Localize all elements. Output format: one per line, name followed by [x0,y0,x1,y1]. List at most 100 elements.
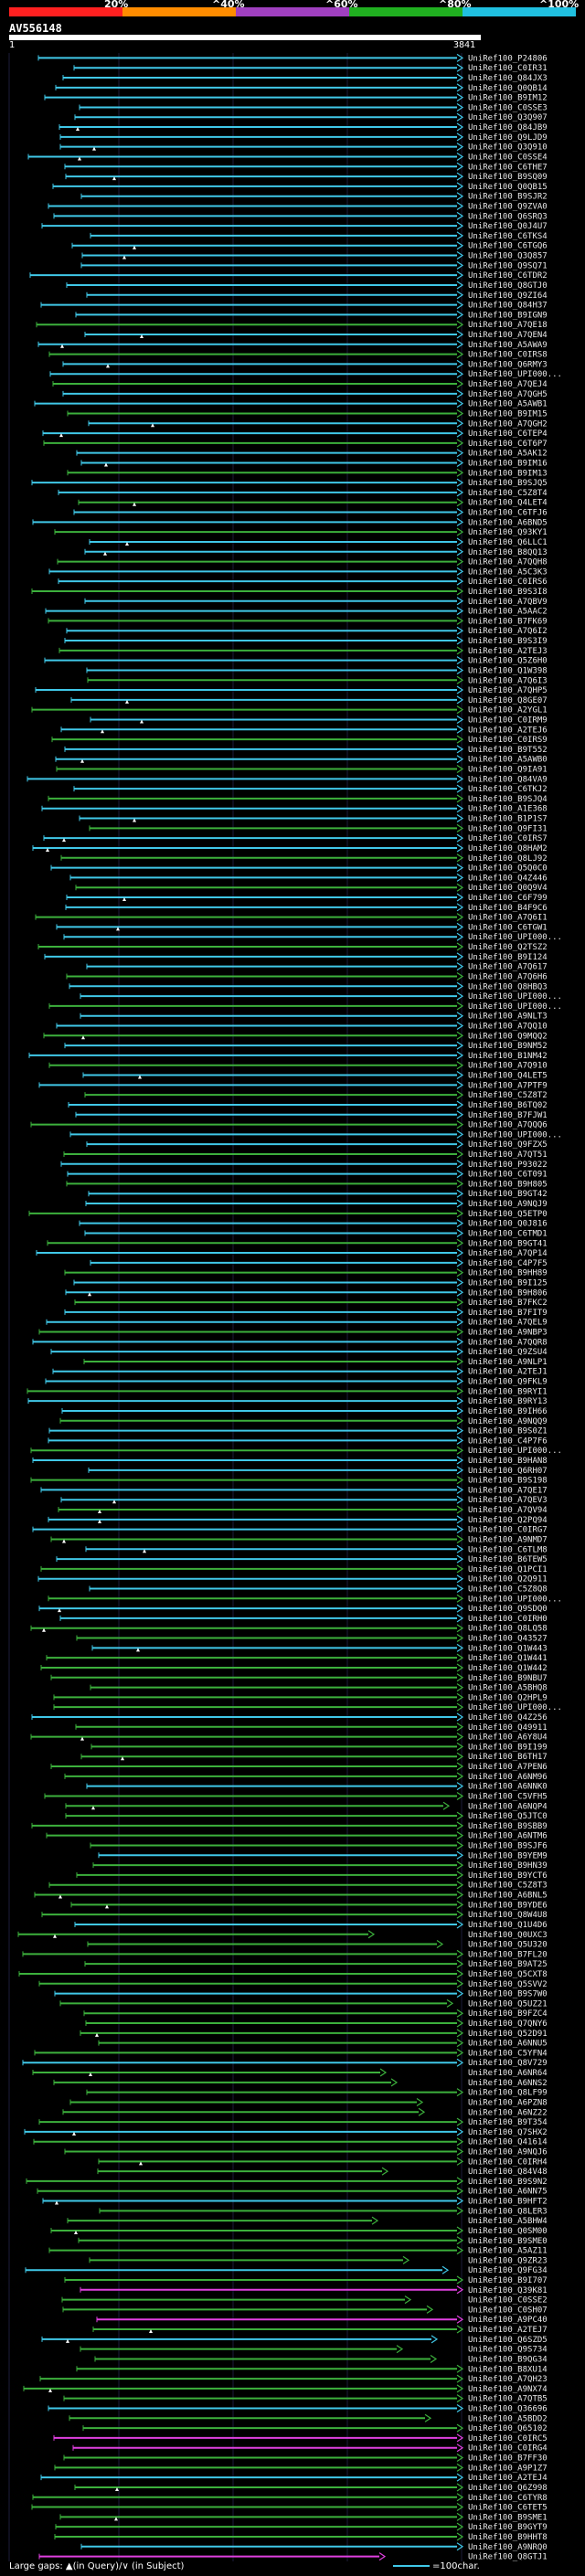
hit-label[interactable]: UniRef100_B9T354 [468,2118,548,2127]
hit-label[interactable]: UniRef100_Q3Q907 [468,113,548,122]
hit-label[interactable]: UniRef100_Q8HAM2 [468,844,548,853]
hit-label[interactable]: UniRef100_UPI000... [468,1703,562,1712]
hit-label[interactable]: UniRef100_UPI000... [468,1595,562,1604]
hit-label[interactable]: UniRef100_A6BND5 [468,518,548,527]
hit-label[interactable]: UniRef100_C4P7F6 [468,1436,548,1446]
hit-label[interactable]: UniRef100_B7FF30 [468,2454,548,2464]
hit-label[interactable]: UniRef100_A7QQH8 [468,558,548,567]
hit-label[interactable]: UniRef100_A5AWB0 [468,756,548,765]
hit-label[interactable]: UniRef100_P24806 [468,54,548,63]
hit-label[interactable]: UniRef100_C5Z8T4 [468,489,548,498]
hit-label[interactable]: UniRef100_A7QV94 [468,1506,548,1515]
hit-label[interactable]: UniRef100_C6TLM8 [468,1545,548,1554]
hit-label[interactable]: UniRef100_Q9ZVA0 [468,203,548,212]
hit-label[interactable]: UniRef100_B9SQ09 [468,173,548,182]
hit-label[interactable]: UniRef100_B6TEW5 [468,1555,548,1564]
hit-label[interactable]: UniRef100_A6NTM6 [468,1832,548,1841]
hit-label[interactable]: UniRef100_C4P7F5 [468,1259,548,1268]
hit-label[interactable]: UniRef100_A6NNK0 [468,1783,548,1792]
hit-label[interactable]: UniRef100_Q39K81 [468,2286,548,2295]
hit-label[interactable]: UniRef100_C0IRG4 [468,2444,548,2454]
hit-label[interactable]: UniRef100_B7FK69 [468,617,548,626]
hit-label[interactable]: UniRef100_B7FJW1 [468,1111,548,1120]
hit-label[interactable]: UniRef100_C6THE7 [468,163,548,172]
hit-label[interactable]: UniRef100_B8QQ13 [468,548,548,557]
hit-label[interactable]: UniRef100_C6T6P7 [468,440,548,449]
hit-label[interactable]: UniRef100_A5BDD2 [468,2414,548,2423]
hit-label[interactable]: UniRef100_A7Q617 [468,963,548,972]
hit-label[interactable]: UniRef100_A7QQR8 [468,1338,548,1347]
hit-label[interactable]: UniRef100_C6TYR8 [468,2494,548,2503]
hit-label[interactable]: UniRef100_C6TKJ2 [468,785,548,794]
hit-label[interactable]: UniRef100_A7QP14 [468,1249,548,1258]
hit-label[interactable]: UniRef100_A7Q6I2 [468,627,548,636]
hit-label[interactable]: UniRef100_A6BNL5 [468,1892,548,1901]
hit-label[interactable]: UniRef100_A6NR64 [468,2069,548,2078]
hit-label[interactable]: UniRef100_C0IRG7 [468,1526,548,1535]
hit-label[interactable]: UniRef100_C0SH07 [468,2306,548,2315]
hit-label[interactable]: UniRef100_C5Z8T2 [468,1091,548,1100]
hit-label[interactable]: UniRef100_A6NNU5 [468,2040,548,2049]
hit-label[interactable]: UniRef100_Q6LLC1 [468,538,548,547]
hit-label[interactable]: UniRef100_C0IRC5 [468,2434,548,2443]
hit-label[interactable]: UniRef100_Q9FG34 [468,2266,548,2275]
hit-label[interactable]: UniRef100_B7FL20 [468,1950,548,1959]
hit-label[interactable]: UniRef100_Q0SM00 [468,2227,548,2236]
hit-label[interactable]: UniRef100_Q5JTC0 [468,1812,548,1821]
hit-label[interactable]: UniRef100_A9NX74 [468,2385,548,2394]
hit-label[interactable]: UniRef100_B7FKC2 [468,1299,548,1308]
hit-label[interactable]: UniRef100_UPI000... [468,1447,562,1456]
hit-label[interactable]: UniRef100_B9SJF6 [468,1841,548,1850]
hit-label[interactable]: UniRef100_Q5Q0C0 [468,864,548,874]
hit-label[interactable]: UniRef100_B9IM16 [468,459,548,468]
hit-label[interactable]: UniRef100_B9NM52 [468,1042,548,1051]
hit-label[interactable]: UniRef100_C6TET5 [468,2504,548,2513]
hit-label[interactable]: UniRef100_Q9ZR23 [468,2256,548,2265]
hit-label[interactable]: UniRef100_B9HN39 [468,1861,548,1871]
hit-label[interactable]: UniRef100_Q0QB15 [468,183,548,192]
hit-label[interactable]: UniRef100_B9SME1 [468,2513,548,2522]
hit-label[interactable]: UniRef100_Q5U320 [468,1941,548,1950]
hit-label[interactable]: UniRef100_A7QQ10 [468,1022,548,1031]
hit-label[interactable]: UniRef100_B9IH66 [468,1407,548,1416]
hit-label[interactable]: UniRef100_B9AT25 [468,1960,548,1969]
hit-label[interactable]: UniRef100_Q9SDQ0 [468,1605,548,1614]
hit-label[interactable]: UniRef100_B9SJR2 [468,193,548,202]
hit-label[interactable]: UniRef100_B9S7W0 [468,1990,548,1999]
hit-label[interactable]: UniRef100_B9SME0 [468,2237,548,2246]
hit-label[interactable]: UniRef100_A5AWA9 [468,341,548,350]
hit-label[interactable]: UniRef100_B4F9C6 [468,904,548,913]
hit-label[interactable]: UniRef100_B9HHT8 [468,2533,548,2542]
hit-label[interactable]: UniRef100_A9NQJ9 [468,1200,548,1209]
hit-label[interactable]: UniRef100_B9IGN9 [468,311,548,320]
hit-label[interactable]: UniRef100_B9I124 [468,953,548,962]
hit-label[interactable]: UniRef100_Q0J816 [468,1220,548,1229]
hit-label[interactable]: UniRef100_UPI000... [468,370,562,379]
hit-label[interactable]: UniRef100_B1P1S7 [468,815,548,824]
hit-label[interactable]: UniRef100_A2YGL1 [468,706,548,716]
hit-label[interactable]: UniRef100_B9S0Z1 [468,1427,548,1436]
hit-label[interactable]: UniRef100_B9NBU7 [468,1674,548,1683]
hit-label[interactable]: UniRef100_B9IM13 [468,469,548,478]
hit-label[interactable]: UniRef100_B9HH89 [468,1269,548,1278]
hit-label[interactable]: UniRef100_A9NLT3 [468,1012,548,1022]
hit-label[interactable]: UniRef100_B9I707 [468,2276,548,2285]
hit-label[interactable]: UniRef100_Q6RMY3 [468,360,548,369]
hit-label[interactable]: UniRef100_Q2Q911 [468,1575,548,1585]
hit-label[interactable]: UniRef100_B9GYT9 [468,2523,548,2532]
hit-label[interactable]: UniRef100_B9FZC4 [468,2009,548,2019]
hit-label[interactable]: UniRef100_B9SJQ5 [468,479,548,488]
hit-label[interactable]: UniRef100_A7PEN6 [468,1763,548,1772]
hit-label[interactable]: UniRef100_A2TEJ4 [468,2474,548,2483]
hit-label[interactable]: UniRef100_Q41614 [468,2138,548,2147]
hit-label[interactable]: UniRef100_Q9LJD9 [468,133,548,143]
hit-label[interactable]: UniRef100_Q49911 [468,1723,548,1733]
hit-label[interactable]: UniRef100_Q52D91 [468,2030,548,2039]
hit-label[interactable]: UniRef100_Q9ZI64 [468,292,548,301]
hit-label[interactable]: UniRef100_C0IRH0 [468,1615,548,1624]
hit-label[interactable]: UniRef100_A7QTB5 [468,2395,548,2404]
hit-label[interactable]: UniRef100_A5AK12 [468,450,548,459]
hit-label[interactable]: UniRef100_C0SSE4 [468,153,548,162]
hit-label[interactable]: UniRef100_A7QE17 [468,1486,548,1495]
hit-label[interactable]: UniRef100_C6TEP4 [468,429,548,439]
